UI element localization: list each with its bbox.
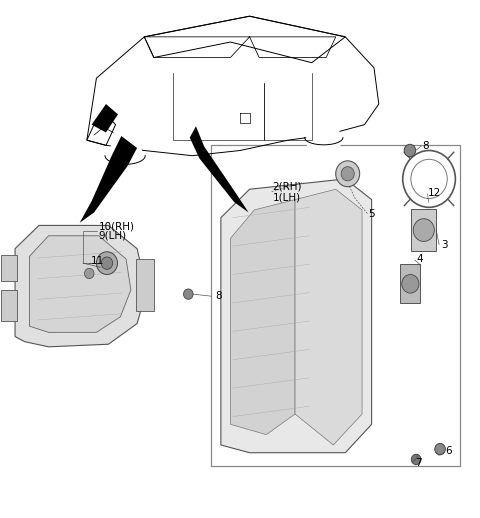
Text: 11: 11: [91, 255, 104, 266]
Circle shape: [404, 145, 416, 157]
Polygon shape: [80, 136, 137, 223]
Polygon shape: [29, 236, 131, 333]
Circle shape: [307, 122, 341, 158]
Circle shape: [341, 167, 354, 181]
Text: 9(LH): 9(LH): [99, 231, 127, 241]
Polygon shape: [295, 189, 362, 445]
Polygon shape: [15, 225, 147, 347]
Circle shape: [96, 252, 118, 275]
Circle shape: [411, 454, 421, 465]
Text: 8: 8: [422, 141, 429, 151]
Bar: [400, 264, 420, 303]
Polygon shape: [230, 199, 295, 435]
Text: 7: 7: [415, 458, 421, 468]
Text: 6: 6: [445, 446, 452, 456]
Text: 4: 4: [416, 254, 423, 264]
Text: 12: 12: [428, 188, 441, 198]
Text: 3: 3: [441, 239, 448, 250]
Text: 5: 5: [368, 209, 375, 219]
Bar: [0, 255, 17, 281]
Circle shape: [336, 161, 360, 186]
Polygon shape: [92, 104, 118, 133]
Bar: [411, 209, 436, 251]
Text: 1(LH): 1(LH): [273, 192, 300, 202]
Circle shape: [101, 257, 113, 269]
Polygon shape: [221, 179, 372, 453]
Bar: [0, 290, 17, 321]
Text: 8: 8: [215, 291, 222, 301]
Polygon shape: [190, 126, 249, 212]
Circle shape: [183, 289, 193, 299]
Text: 2(RH): 2(RH): [273, 182, 302, 192]
Circle shape: [84, 268, 94, 279]
Circle shape: [402, 275, 419, 293]
Text: 10(RH): 10(RH): [99, 222, 135, 232]
Circle shape: [413, 219, 434, 241]
Bar: [211, 146, 460, 466]
Bar: [136, 259, 154, 311]
Circle shape: [108, 139, 143, 177]
Circle shape: [435, 443, 445, 455]
